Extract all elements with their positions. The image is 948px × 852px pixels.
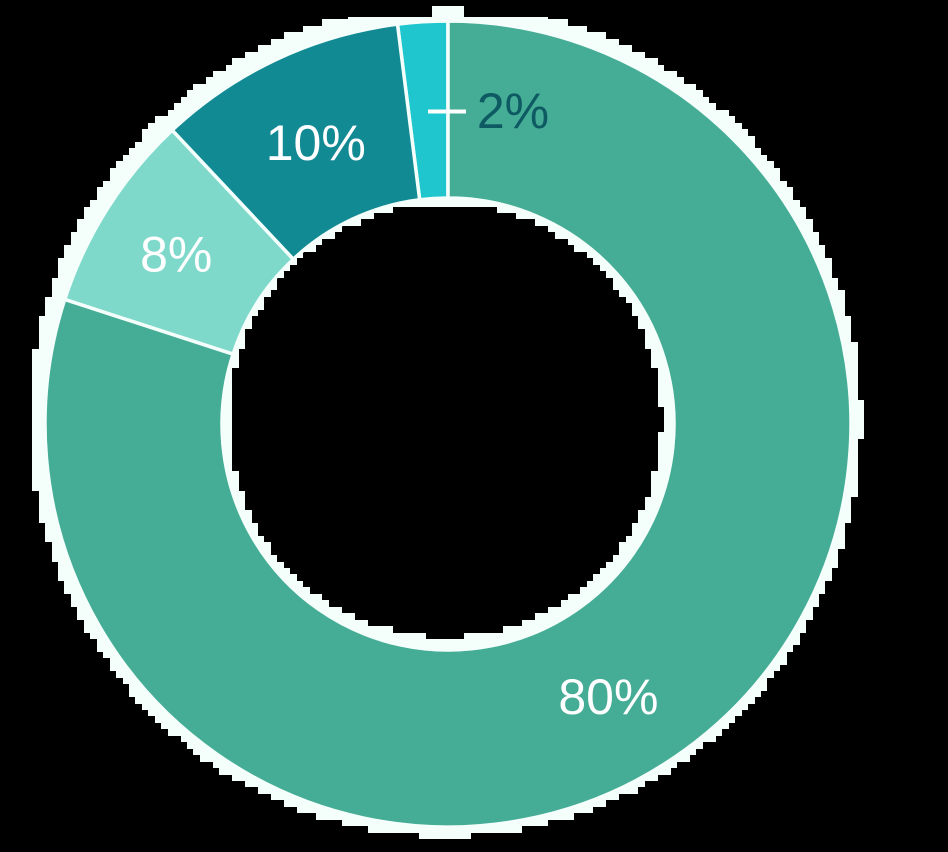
svg-text:10%: 10% — [266, 115, 366, 171]
svg-text:80%: 80% — [558, 669, 658, 725]
svg-text:8%: 8% — [140, 227, 212, 283]
svg-text:2%: 2% — [477, 83, 549, 139]
